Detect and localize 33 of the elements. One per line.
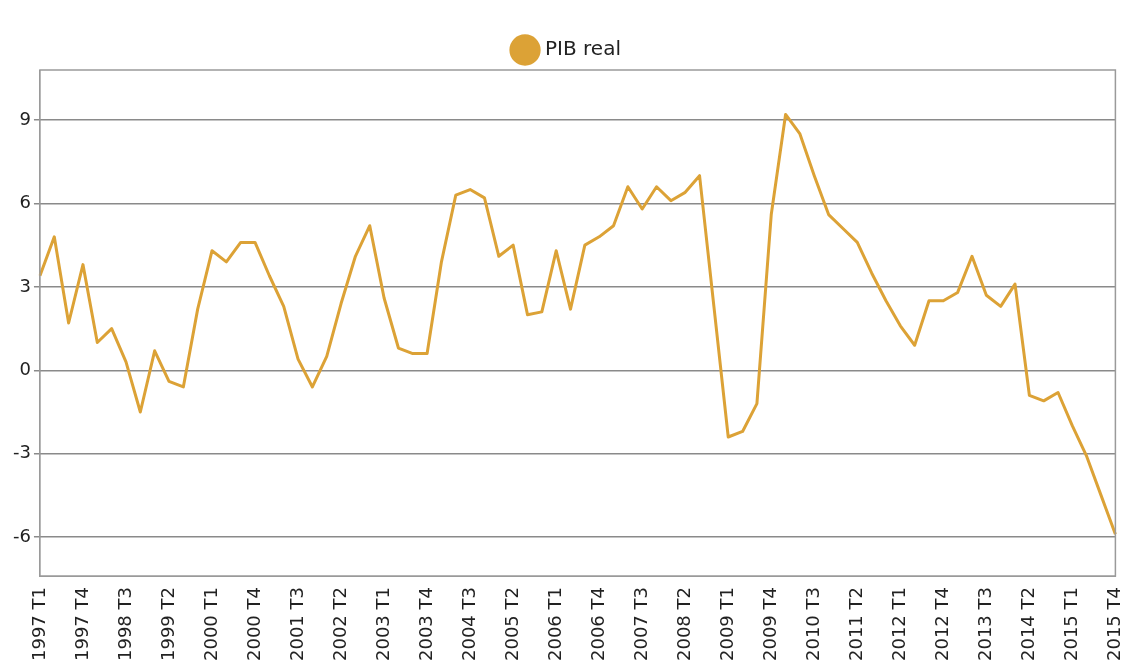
x-tick-label: 2005 T2: [500, 587, 522, 662]
x-tick-label: 1999 T2: [156, 587, 178, 662]
x-tick-label: 2012 T1: [887, 587, 909, 662]
y-tick-label: 0: [19, 357, 31, 379]
x-tick-label: 2006 T1: [543, 587, 565, 662]
x-tick-label: 2015 T4: [1103, 587, 1125, 662]
x-tick-label: 2007 T3: [629, 587, 651, 662]
x-tick-label: 2004 T3: [457, 587, 479, 662]
x-tick-label: 1997 T1: [27, 587, 49, 662]
x-tick-label: 2000 T4: [242, 587, 264, 662]
x-tick-label: 2003 T1: [371, 587, 393, 662]
x-tick-label: 2008 T2: [672, 587, 694, 662]
x-tick-label: 2011 T2: [844, 587, 866, 662]
y-tick-label: -6: [12, 524, 31, 546]
x-tick-label: 2001 T3: [285, 587, 307, 662]
x-tick-label: 2003 T4: [414, 587, 436, 662]
y-tick-label: 9: [19, 107, 31, 129]
x-tick-label: 2013 T3: [974, 587, 996, 662]
x-tick-label: 2012 T4: [931, 587, 952, 662]
y-tick-label: 3: [19, 274, 31, 296]
x-tick-label: 1998 T3: [113, 587, 135, 662]
x-tick-label: 2000 T1: [199, 587, 221, 662]
x-tick-label: 1997 T4: [70, 587, 92, 662]
x-tick-label: 2006 T4: [586, 587, 608, 662]
y-tick-label: -3: [12, 441, 31, 463]
x-tick-label: 2010 T3: [801, 587, 823, 662]
x-tick-label: 2015 T1: [1060, 587, 1082, 662]
legend-label: PIB real: [545, 36, 621, 61]
y-tick-label: 6: [19, 191, 31, 213]
x-tick-label: 2009 T1: [715, 587, 737, 662]
x-tick-label: 2002 T2: [328, 587, 350, 662]
x-tick-label: 2014 T2: [1017, 587, 1039, 662]
x-tick-label: 2009 T4: [758, 587, 780, 662]
